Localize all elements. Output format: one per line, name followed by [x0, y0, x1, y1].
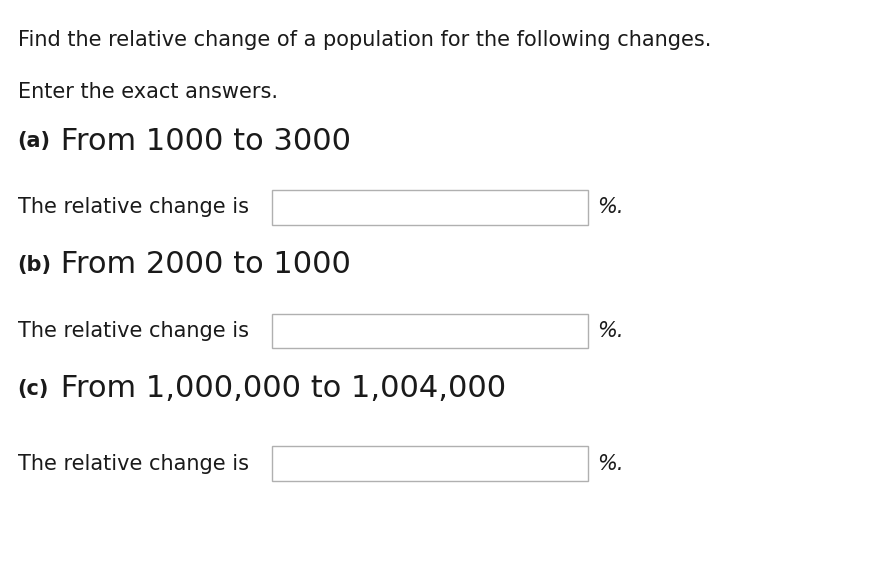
Text: From 1000 to 3000: From 1000 to 3000: [51, 127, 351, 156]
Text: The relative change is: The relative change is: [18, 454, 248, 473]
Text: From 1,000,000 to 1,004,000: From 1,000,000 to 1,004,000: [51, 374, 505, 403]
Text: From 2000 to 1000: From 2000 to 1000: [51, 251, 351, 279]
Text: (a): (a): [18, 131, 51, 151]
Text: (c): (c): [18, 379, 49, 399]
Bar: [272, 314, 588, 348]
Text: Enter the exact answers.: Enter the exact answers.: [18, 82, 277, 102]
Bar: [272, 446, 588, 481]
Text: %.: %.: [596, 321, 623, 341]
Text: (b): (b): [18, 255, 52, 275]
Text: The relative change is: The relative change is: [18, 321, 248, 341]
Text: The relative change is: The relative change is: [18, 198, 248, 217]
Bar: [272, 190, 588, 225]
Text: %.: %.: [596, 454, 623, 473]
Text: %.: %.: [596, 198, 623, 217]
Text: Find the relative change of a population for the following changes.: Find the relative change of a population…: [18, 31, 710, 50]
